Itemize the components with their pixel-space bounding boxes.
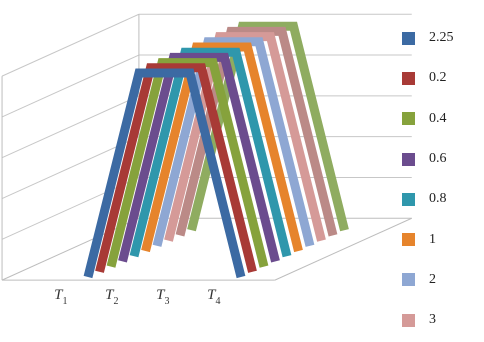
series-line <box>164 32 326 242</box>
series-line <box>152 37 315 247</box>
legend-item: 0.8 <box>402 179 480 219</box>
legend-label: 2 <box>429 271 436 287</box>
series-line <box>129 47 292 258</box>
legend-swatch <box>402 152 415 166</box>
x-tick-label: T2 <box>105 287 118 307</box>
series-line <box>95 63 257 273</box>
chart-legend: 2.25 0.2 0.4 0.6 0.8 1 2 3 <box>402 18 480 340</box>
axis-frame-line <box>274 217 412 281</box>
series-line <box>83 68 246 279</box>
side-gridline <box>1 13 140 77</box>
legend-label: 0.4 <box>429 110 447 126</box>
x-tick-label: T4 <box>207 287 220 307</box>
legend-swatch <box>402 273 415 287</box>
x-tick-label: T3 <box>156 287 169 307</box>
legend-item: 1 <box>402 219 480 259</box>
legend-label: 1 <box>429 231 436 247</box>
legend-label: 0.8 <box>429 191 447 207</box>
legend-label: 3 <box>429 312 436 328</box>
x-tick-label: T1 <box>54 287 67 307</box>
series-line <box>106 58 269 268</box>
legend-item: 0.6 <box>402 139 480 179</box>
legend-item: 2.25 <box>402 18 480 58</box>
side-gridline <box>1 54 140 118</box>
legend-label: 2.25 <box>429 30 454 46</box>
legend-swatch <box>402 31 415 45</box>
legend-swatch <box>402 112 415 126</box>
legend-item: 3 <box>402 300 480 340</box>
legend-label: 0.2 <box>429 70 447 86</box>
legend-swatch <box>402 71 415 85</box>
legend-swatch <box>402 192 415 206</box>
series-line <box>118 52 280 263</box>
series-line <box>141 42 303 253</box>
legend-item: 0.2 <box>402 58 480 98</box>
legend-swatch <box>402 313 415 327</box>
side-gridline <box>1 95 140 159</box>
legend-label: 0.6 <box>429 151 447 167</box>
legend-item: 0.4 <box>402 99 480 139</box>
legend-swatch <box>402 233 415 247</box>
legend-item: 2 <box>402 260 480 300</box>
